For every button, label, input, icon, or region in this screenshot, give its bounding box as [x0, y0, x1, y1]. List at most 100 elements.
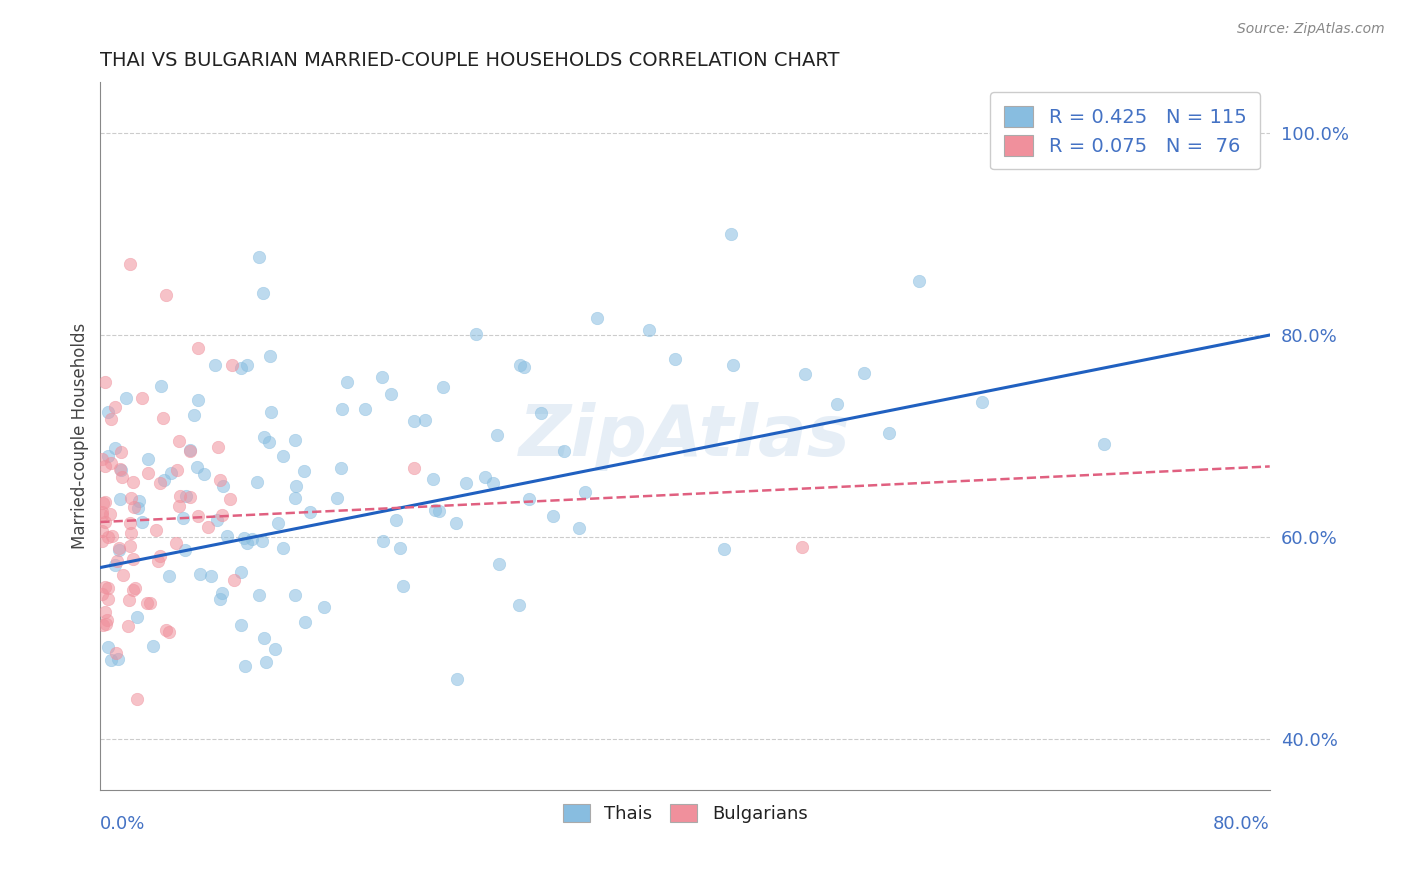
Point [118, 516, 141, 531]
Point [252, 286, 274, 301]
Point [253, 632, 276, 646]
Point [122, 475, 145, 489]
Point [91, 496, 114, 510]
Point [273, 450, 295, 464]
Point [790, 541, 813, 555]
Point [517, 491, 540, 506]
Point [152, 474, 174, 488]
Point [454, 475, 477, 490]
Text: 80.0%: 80.0% [1213, 815, 1270, 833]
Point [97, 449, 120, 463]
Point [97, 405, 120, 419]
Point [211, 508, 233, 522]
Point [94, 458, 117, 473]
Point [94, 616, 117, 631]
Point [93, 515, 115, 529]
Point [121, 526, 143, 541]
Point [825, 397, 848, 411]
Point [179, 491, 201, 505]
Point [118, 257, 141, 271]
Point [465, 326, 488, 341]
Point [267, 516, 290, 530]
Point [107, 541, 129, 555]
Point [97, 591, 120, 606]
Point [108, 543, 131, 558]
Point [186, 393, 208, 408]
Point [246, 475, 269, 490]
Point [444, 516, 467, 530]
Point [90, 508, 112, 523]
Point [292, 464, 315, 478]
Point [155, 798, 177, 813]
Point [972, 395, 994, 409]
Point [423, 502, 446, 516]
Point [284, 588, 307, 602]
Point [136, 596, 159, 610]
Point [852, 366, 875, 380]
Point [179, 443, 201, 458]
Point [509, 358, 531, 372]
Point [157, 568, 180, 582]
Point [209, 473, 232, 487]
Point [127, 501, 149, 516]
Point [145, 524, 167, 538]
Point [574, 485, 596, 500]
Point [124, 581, 146, 595]
Point [120, 491, 142, 505]
Point [136, 451, 159, 466]
Point [446, 673, 468, 687]
Point [174, 543, 197, 558]
Point [101, 529, 124, 543]
Point [232, 531, 254, 545]
Point [373, 534, 395, 549]
Point [91, 533, 114, 548]
Point [385, 513, 408, 527]
Point [122, 552, 145, 566]
Point [427, 504, 450, 518]
Point [543, 508, 565, 523]
Point [131, 391, 153, 405]
Point [330, 461, 353, 475]
Point [97, 833, 120, 847]
Point [91, 524, 114, 538]
Point [330, 402, 353, 417]
Point [169, 489, 191, 503]
Point [1094, 437, 1116, 451]
Point [188, 566, 211, 581]
Point [212, 479, 235, 493]
Point [98, 507, 121, 521]
Point [114, 392, 136, 406]
Point [110, 463, 132, 477]
Point [118, 592, 141, 607]
Text: ZipAtlas: ZipAtlas [519, 401, 851, 471]
Point [122, 582, 145, 597]
Point [160, 466, 183, 480]
Point [380, 386, 402, 401]
Point [131, 515, 153, 529]
Point [254, 655, 277, 669]
Y-axis label: Married-couple Households: Married-couple Households [72, 323, 89, 549]
Point [111, 469, 134, 483]
Legend: Thais, Bulgarians: Thais, Bulgarians [555, 797, 814, 830]
Point [91, 505, 114, 519]
Point [146, 554, 169, 568]
Point [371, 369, 394, 384]
Point [250, 534, 273, 549]
Point [127, 610, 149, 624]
Point [172, 511, 194, 525]
Point [193, 467, 215, 482]
Point [485, 428, 508, 442]
Point [415, 413, 437, 427]
Point [720, 227, 742, 242]
Point [211, 586, 233, 600]
Point [204, 359, 226, 373]
Point [124, 500, 146, 514]
Point [138, 596, 160, 610]
Point [298, 505, 321, 519]
Point [94, 375, 117, 389]
Point [229, 618, 252, 632]
Point [638, 323, 661, 337]
Point [100, 653, 122, 667]
Point [236, 358, 259, 372]
Point [207, 440, 229, 454]
